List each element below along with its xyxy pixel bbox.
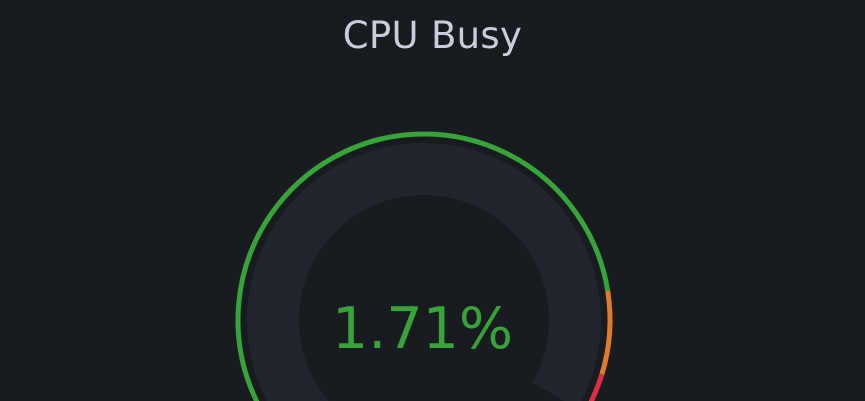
gauge-threshold-0 <box>235 131 611 401</box>
panel-title[interactable]: CPU Busy <box>342 14 523 57</box>
gauge-threshold-1 <box>599 290 613 376</box>
gauge-threshold-2 <box>588 373 605 401</box>
gauge-track <box>247 143 601 401</box>
gauge-value-label: 1.71% <box>331 296 514 362</box>
